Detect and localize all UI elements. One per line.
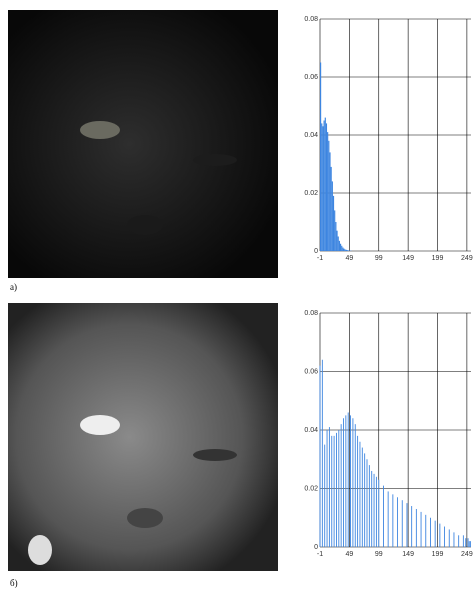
panel-label: б) xyxy=(10,578,18,588)
y-tick-label: 0 xyxy=(314,248,318,255)
y-tick-label: 0.08 xyxy=(304,310,318,317)
bar xyxy=(320,62,322,251)
panel-label: а) xyxy=(10,282,17,292)
bar xyxy=(343,248,345,251)
x-tick-label: 49 xyxy=(345,255,353,262)
x-tick-label: 149 xyxy=(402,255,414,262)
bar xyxy=(327,132,329,251)
y-tick-label: 0.04 xyxy=(304,427,318,434)
bar xyxy=(328,140,330,251)
y-tick-label: 0.04 xyxy=(304,132,318,139)
x-tick-label: 149 xyxy=(402,551,414,558)
bar xyxy=(334,210,336,251)
bar xyxy=(345,249,348,251)
bar xyxy=(348,250,350,251)
bar xyxy=(335,222,337,251)
x-tick-label: 49 xyxy=(345,551,353,558)
y-tick-label: 0.02 xyxy=(304,190,318,197)
bar xyxy=(338,240,340,251)
bar xyxy=(336,230,338,251)
bar xyxy=(323,120,325,251)
x-tick-label: -1 xyxy=(317,551,323,558)
bar xyxy=(342,247,344,251)
bar xyxy=(339,243,342,251)
x-tick-label: 99 xyxy=(375,551,383,558)
x-tick-label: 99 xyxy=(375,255,383,262)
bar xyxy=(330,166,332,251)
bar xyxy=(322,126,324,251)
y-tick-label: 0 xyxy=(314,544,318,551)
x-tick-label: 199 xyxy=(432,551,444,558)
y-tick-label: 0.06 xyxy=(304,74,318,81)
bar xyxy=(324,117,326,251)
bar xyxy=(325,123,328,251)
y-tick-label: 0.08 xyxy=(304,16,318,23)
bar xyxy=(331,181,333,251)
photo-equalized xyxy=(8,303,278,571)
bar xyxy=(341,245,343,251)
bar xyxy=(329,152,331,251)
x-tick-label: 249 xyxy=(461,255,473,262)
x-tick-label: 249 xyxy=(461,551,473,558)
bar xyxy=(332,195,335,251)
bar xyxy=(347,250,349,251)
y-tick-label: 0.02 xyxy=(304,485,318,492)
x-tick-label: 199 xyxy=(432,255,444,262)
bar xyxy=(344,249,346,251)
x-tick-label: -1 xyxy=(317,255,323,262)
bar xyxy=(321,123,323,251)
y-tick-label: 0.06 xyxy=(304,368,318,375)
photo-dark xyxy=(8,10,278,278)
bar xyxy=(337,236,339,251)
